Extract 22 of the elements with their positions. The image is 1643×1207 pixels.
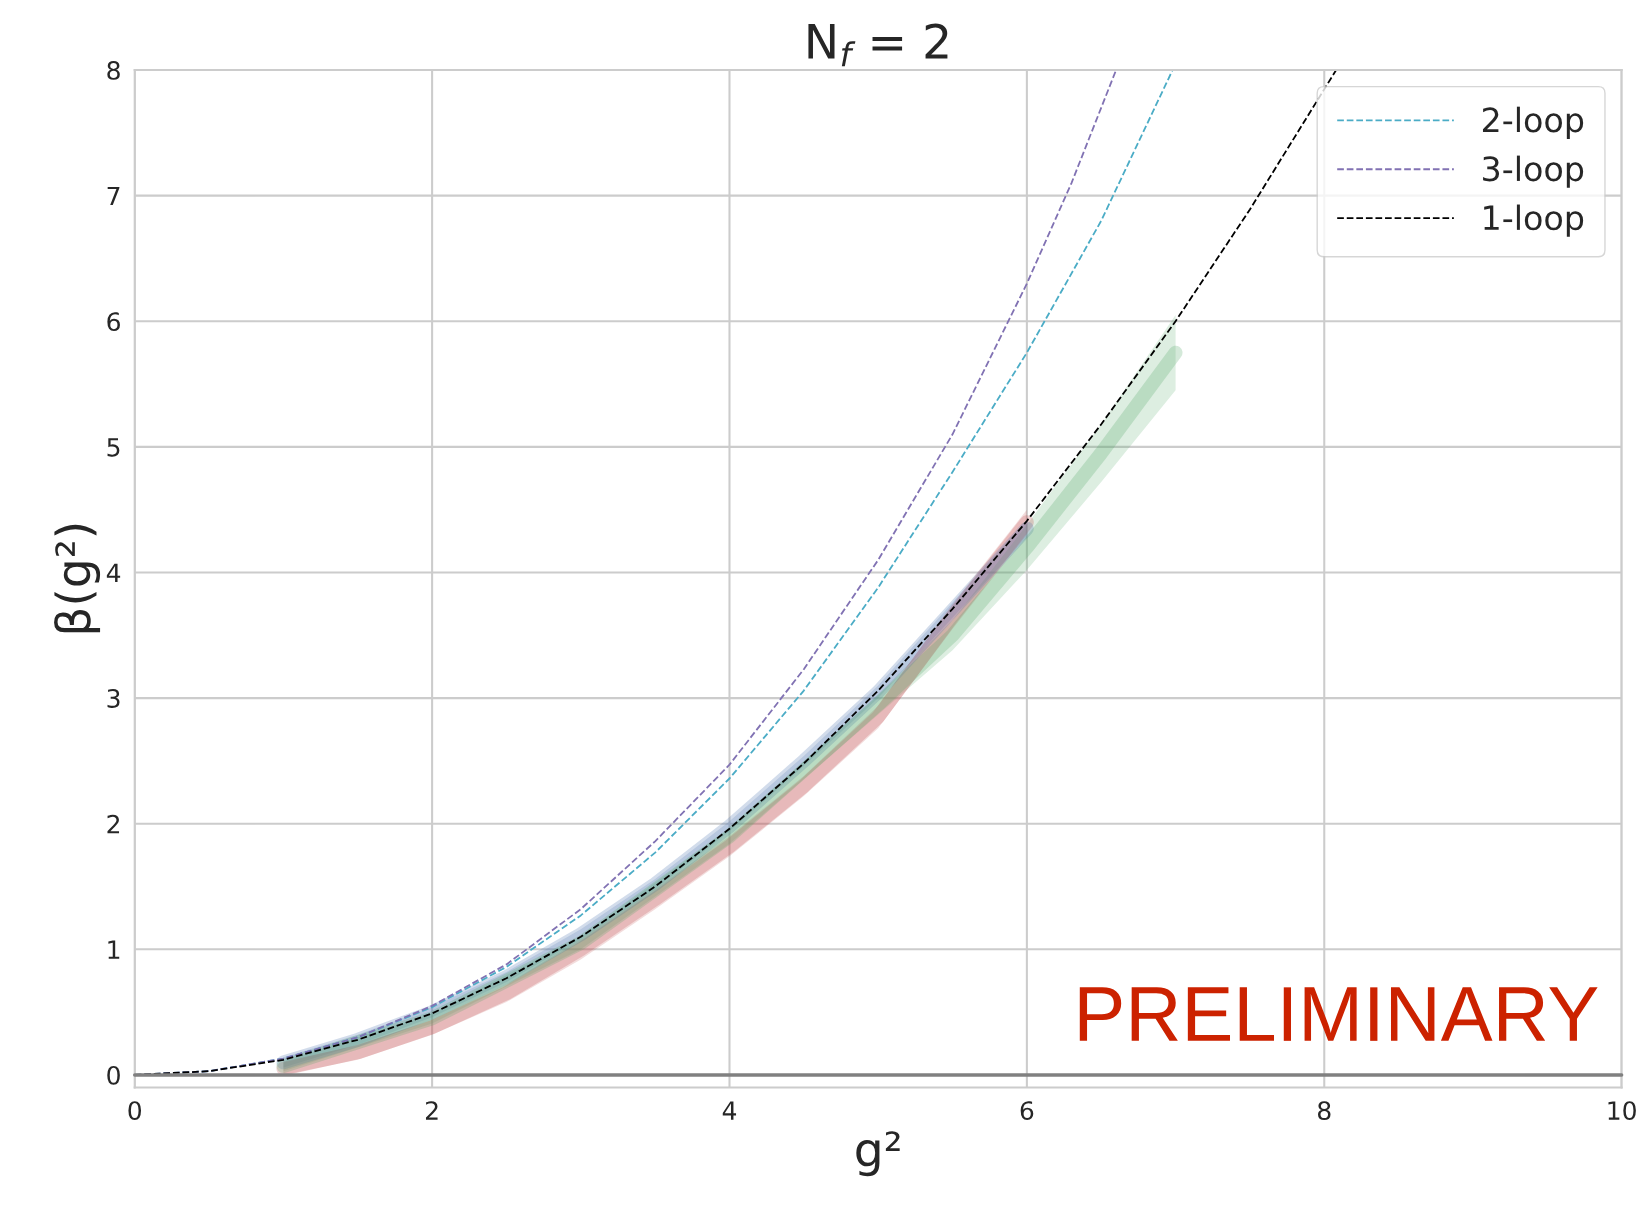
y-tick-label: 2 [107,814,120,834]
x-tick-label: 8 [1318,1101,1331,1121]
y-tick-label: 7 [107,186,120,206]
legend-label: 2-loop [1482,106,1584,139]
y-tick-label: 6 [107,312,120,332]
y-tick-label: 4 [106,563,121,582]
legend-label: 1-loop [1484,204,1584,237]
y-axis-title: β(g²) [54,524,101,633]
x-axis-title: g² [856,1131,900,1177]
y-tick-label: 0 [107,1065,120,1085]
chart-title: N$_{f}$ = 2 [808,23,948,67]
y-tick-label: 1 [108,940,120,959]
x-tick-label: 2 [425,1101,438,1120]
annotation: PRELIMINARY [1079,987,1598,1041]
x-tick-label: 6 [1020,1101,1034,1121]
x-tick-label: 4 [722,1101,737,1120]
x-tick-label: 10 [1608,1101,1636,1121]
y-tick-label: 3 [107,689,120,708]
x-tick-label: 0 [128,1101,142,1121]
y-tick-label: 8 [107,60,120,80]
legend-label: 3-loop [1483,155,1584,188]
y-tick-label: 5 [107,438,120,457]
